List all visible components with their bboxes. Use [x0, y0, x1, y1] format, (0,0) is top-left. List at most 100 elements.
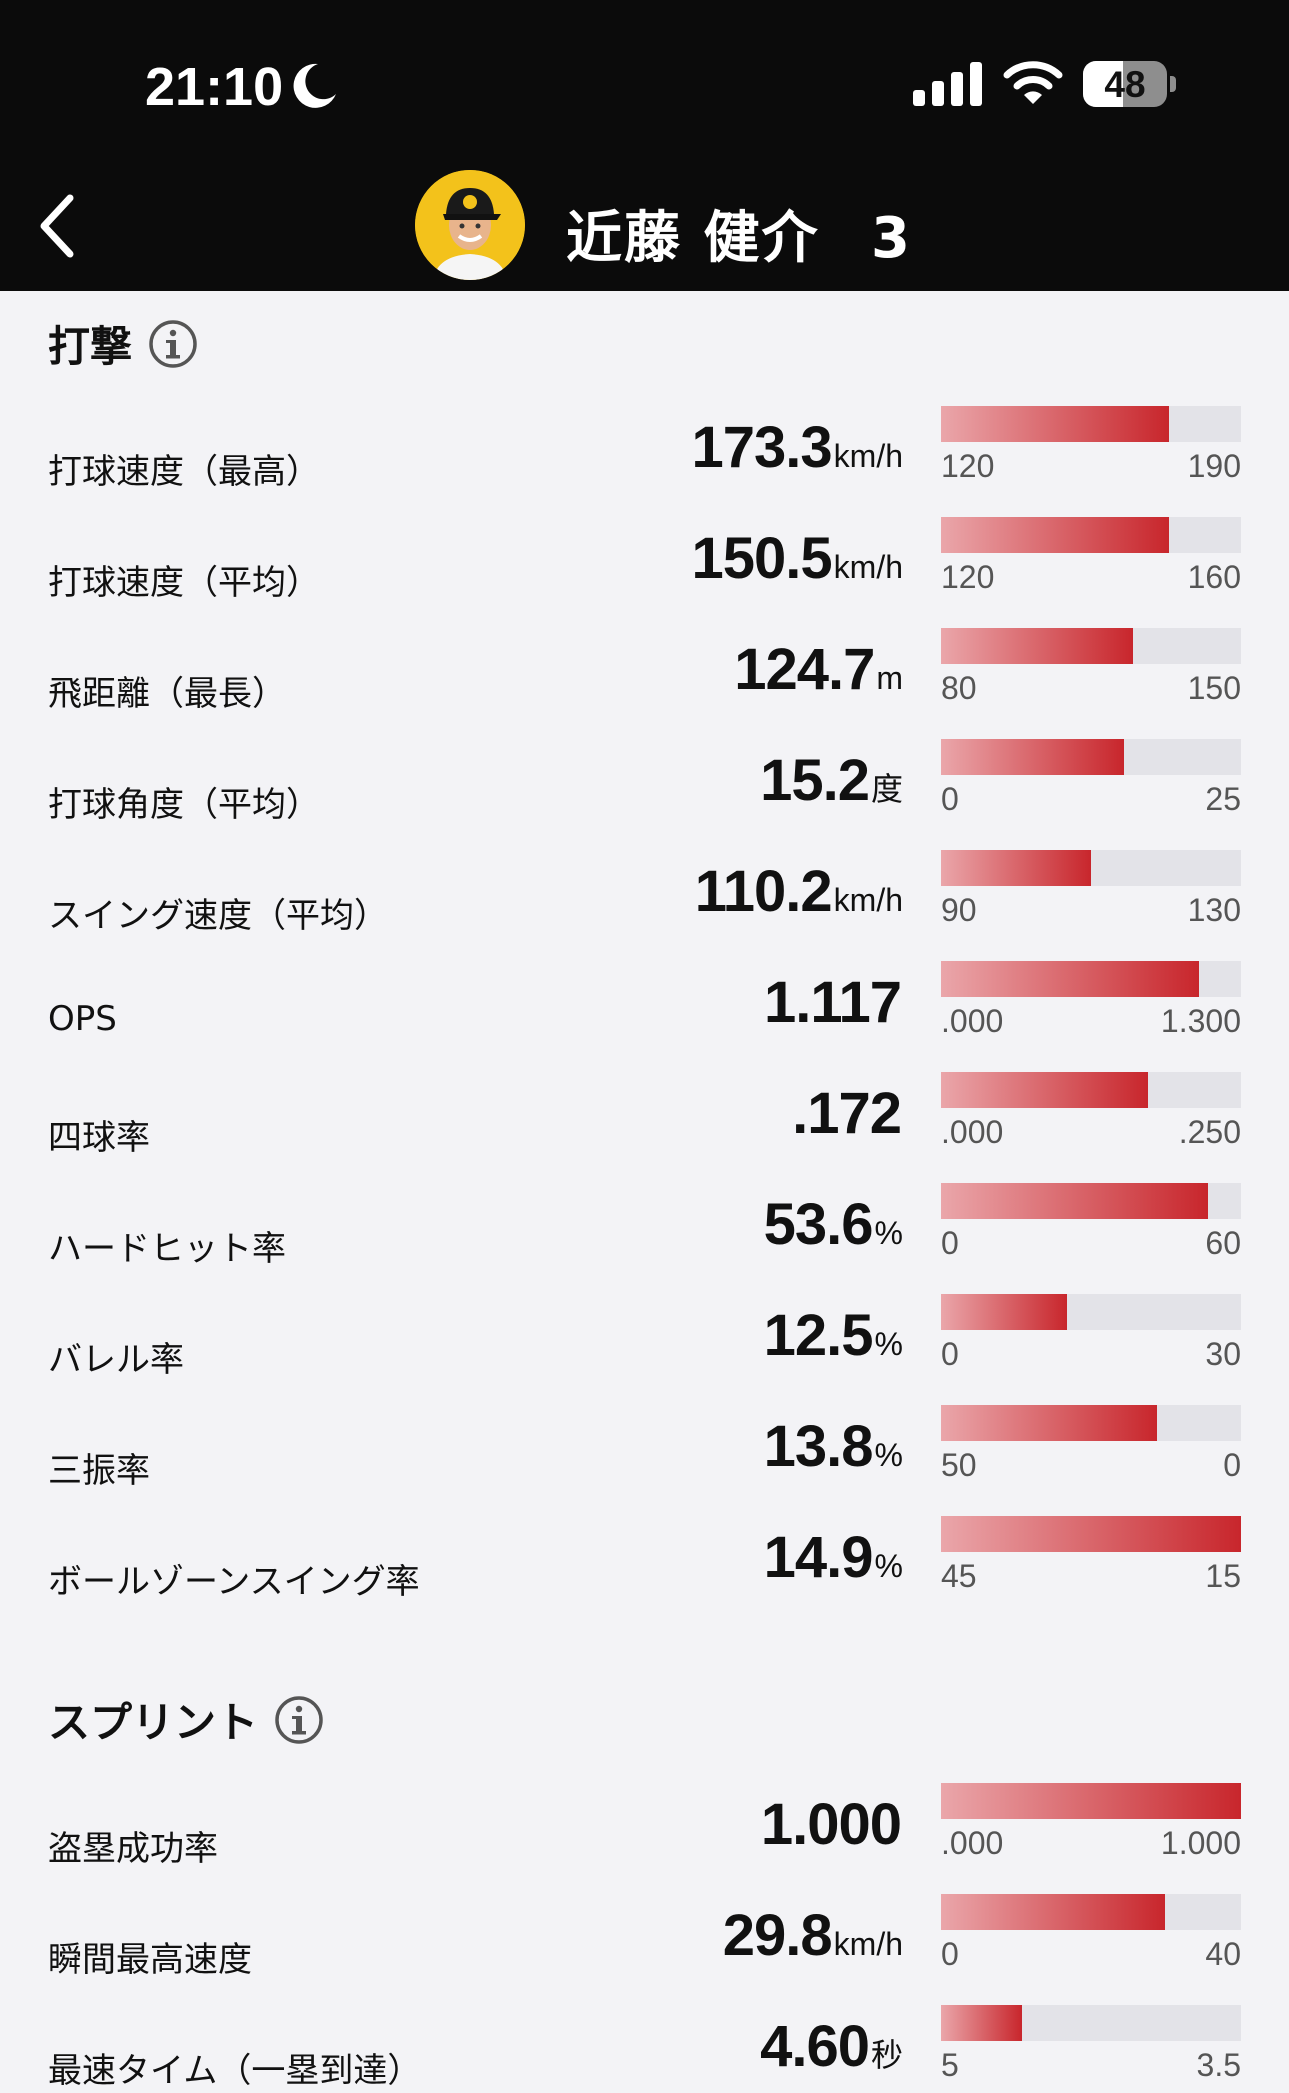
- stat-value: 53.6%: [764, 1191, 903, 1258]
- stat-bar-fill: [941, 739, 1124, 775]
- stat-row: 瞬間最高速度 29.8km/h 0 40: [0, 1894, 1289, 2005]
- stat-unit: %: [874, 1326, 903, 1362]
- stat-number: 110.2: [694, 859, 833, 924]
- stat-unit: km/h: [833, 882, 903, 918]
- stat-scale-max: 15: [1205, 1558, 1241, 1594]
- stat-number: 13.8: [763, 1414, 874, 1479]
- stat-number: 53.6: [763, 1192, 874, 1257]
- stat-number: 173.3: [691, 415, 833, 480]
- stat-value: 124.7m: [734, 636, 903, 703]
- stat-scale-max: .250: [1178, 1114, 1241, 1150]
- stat-label: 打球速度（最高）: [48, 452, 320, 492]
- stat-value: 13.8%: [764, 1413, 903, 1480]
- stat-bar-track: [941, 1405, 1241, 1441]
- stat-label: OPS: [48, 999, 117, 1039]
- stat-value: 14.9%: [764, 1524, 903, 1591]
- stat-value: 173.3km/h: [692, 414, 904, 481]
- stat-bar-track: [941, 1894, 1241, 1930]
- stat-number: 1.117: [764, 970, 902, 1035]
- battery-percent: 48: [1104, 64, 1146, 105]
- stat-bar-fill: [941, 1183, 1208, 1219]
- stat-bar-track: [941, 1294, 1241, 1330]
- stat-row: スイング速度（平均） 110.2km/h 90 130: [0, 850, 1289, 961]
- battery-nub: [1170, 76, 1176, 92]
- stat-scale-max: 25: [1205, 781, 1241, 817]
- wifi-icon: [1003, 61, 1063, 104]
- stat-unit: km/h: [833, 1926, 903, 1962]
- stat-bar-fill: [941, 1516, 1241, 1552]
- stat-unit: 秒: [870, 2037, 903, 2073]
- stat-label: 打球速度（平均）: [48, 563, 320, 603]
- stat-scale-min: 0: [941, 781, 959, 817]
- stat-value: 1.117: [764, 969, 903, 1036]
- stat-number: 15.2: [760, 748, 870, 813]
- stat-number: 150.5: [691, 526, 833, 591]
- stat-row: ボールゾーンスイング率 14.9% 45 15: [0, 1516, 1289, 1627]
- stat-bar-fill: [941, 628, 1133, 664]
- stat-row: 三振率 13.8% 50 0: [0, 1405, 1289, 1516]
- stat-bar-track: [941, 850, 1241, 886]
- stat-bar-track: [941, 406, 1241, 442]
- info-icon[interactable]: [274, 1695, 324, 1745]
- battery-body: 48: [1083, 61, 1167, 107]
- stat-row: 最速タイム（一塁到達） 4.60秒 5 3.5: [0, 2005, 1289, 2093]
- stat-bar-fill: [941, 850, 1091, 886]
- stat-value: 29.8km/h: [723, 1902, 903, 1969]
- stat-unit: %: [874, 1548, 903, 1584]
- stat-label: 盗塁成功率: [48, 1829, 218, 1869]
- stat-row: ハードヒット率 53.6% 0 60: [0, 1183, 1289, 1294]
- stat-scale-max: 1.000: [1160, 1825, 1241, 1861]
- stat-bar-track: [941, 739, 1241, 775]
- stat-value: 110.2km/h: [695, 858, 903, 925]
- stat-row: 打球角度（平均） 15.2度 0 25: [0, 739, 1289, 850]
- stat-number: .172: [792, 1081, 902, 1146]
- stat-label: 飛距離（最長）: [48, 674, 286, 714]
- stat-label: ハードヒット率: [48, 1229, 286, 1269]
- stat-unit: km/h: [833, 438, 903, 474]
- stat-bar-fill: [941, 1894, 1165, 1930]
- stat-scale-min: 0: [941, 1225, 959, 1261]
- stat-row: OPS 1.117 .000 1.300: [0, 961, 1289, 1072]
- stat-label: ボールゾーンスイング率: [48, 1562, 420, 1602]
- stat-scale-max: 190: [1187, 448, 1241, 484]
- battery-indicator: 48: [1083, 61, 1176, 107]
- stat-label: 最速タイム（一塁到達）: [48, 2051, 422, 2091]
- section-title-text: スプリント: [48, 1698, 259, 1747]
- battery-fill: [1083, 61, 1124, 107]
- stat-scale-min: 0: [941, 1936, 959, 1972]
- stat-label: 三振率: [48, 1451, 150, 1491]
- section-title-text: 打撃: [48, 322, 133, 371]
- stat-scale-max: 60: [1205, 1225, 1241, 1261]
- stat-label: 打球角度（平均）: [48, 785, 320, 825]
- back-chevron-icon[interactable]: [34, 190, 82, 262]
- stat-scale-min: 5: [941, 2047, 959, 2083]
- stat-value: 4.60秒: [760, 2013, 903, 2080]
- stat-scale-max: 40: [1205, 1936, 1241, 1972]
- status-time: 21:10: [145, 57, 284, 117]
- stat-scale-min: 120: [941, 448, 995, 484]
- stat-bar-track: [941, 1183, 1241, 1219]
- stat-scale-min: 120: [941, 559, 995, 595]
- stat-value: 12.5%: [764, 1302, 903, 1369]
- stat-value: 15.2度: [760, 747, 903, 814]
- stat-row: 四球率 .172 .000 .250: [0, 1072, 1289, 1183]
- player-name-title: 近藤 健介 3: [566, 193, 912, 274]
- stat-scale-min: .000: [941, 1825, 1004, 1861]
- section-title-sprint: スプリント: [48, 1689, 324, 1750]
- stat-bar-track: [941, 2005, 1241, 2041]
- stat-scale-min: .000: [941, 1114, 1004, 1150]
- stat-bar-fill: [941, 961, 1199, 997]
- stat-scale-min: .000: [941, 1003, 1004, 1039]
- info-icon[interactable]: [148, 319, 198, 369]
- stat-scale-max: 130: [1187, 892, 1241, 928]
- stat-scale-min: 50: [941, 1447, 977, 1483]
- stat-label: 四球率: [48, 1118, 150, 1158]
- stat-bar-fill: [941, 2005, 1022, 2041]
- stat-number: 12.5: [763, 1303, 874, 1368]
- stat-scale-max: 150: [1187, 670, 1241, 706]
- stat-bar-track: [941, 1072, 1241, 1108]
- stat-row: 飛距離（最長） 124.7m 80 150: [0, 628, 1289, 739]
- stat-bar-fill: [941, 517, 1169, 553]
- stat-unit: %: [874, 1215, 903, 1251]
- stat-unit: km/h: [833, 549, 903, 585]
